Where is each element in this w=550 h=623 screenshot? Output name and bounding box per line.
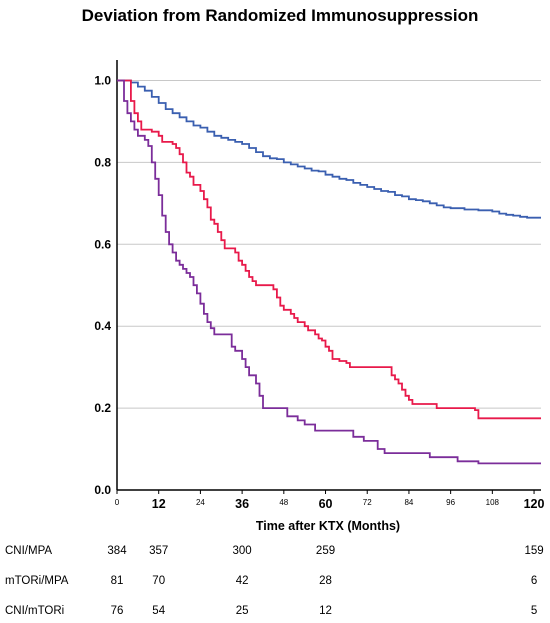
risk-cell: 12 bbox=[319, 605, 332, 617]
risk-cell: 42 bbox=[236, 575, 249, 587]
risk-cell: 259 bbox=[316, 545, 335, 557]
x-tick-label: 24 bbox=[196, 498, 205, 507]
risk-cell: 300 bbox=[233, 545, 252, 557]
x-tick-label: 60 bbox=[319, 497, 333, 511]
risk-cell: 5 bbox=[531, 605, 537, 617]
grid-lines bbox=[117, 79, 541, 409]
x-tick-label: 12 bbox=[152, 497, 166, 511]
risk-row-label: CNI/mTORi bbox=[5, 605, 64, 617]
axes bbox=[116, 60, 541, 494]
series-line-cni_mpa bbox=[117, 79, 541, 219]
risk-cell: 28 bbox=[319, 575, 332, 587]
risk-cell: 76 bbox=[111, 605, 124, 617]
risk-cell: 81 bbox=[111, 575, 124, 587]
risk-cell: 384 bbox=[107, 545, 127, 557]
x-tick-label: 0 bbox=[115, 498, 120, 507]
series-line-cni_mtori bbox=[117, 79, 541, 465]
y-tick-label: 0.8 bbox=[94, 155, 111, 169]
x-tick-label: 72 bbox=[363, 498, 372, 507]
x-tick-label: 36 bbox=[235, 497, 249, 511]
x-tick-label: 48 bbox=[279, 498, 288, 507]
x-tick-label: 108 bbox=[486, 498, 500, 507]
x-tick-labels: 0 12 24 36 48 60 72 84 96 108 120 bbox=[115, 497, 545, 511]
risk-cell: 159 bbox=[524, 545, 543, 557]
risk-cell: 54 bbox=[152, 605, 165, 617]
risk-cell: 357 bbox=[149, 545, 168, 557]
y-tick-label: 0.4 bbox=[94, 319, 111, 333]
series-lines bbox=[117, 79, 541, 465]
risk-cell: 6 bbox=[531, 575, 537, 587]
y-tick-label: 1.0 bbox=[94, 73, 111, 87]
x-tick-label: 84 bbox=[404, 498, 413, 507]
y-tick-labels: 0.0 0.2 0.4 0.6 0.8 1.0 bbox=[94, 73, 111, 497]
y-tick-label: 0.0 bbox=[94, 483, 111, 497]
risk-cell: 25 bbox=[236, 605, 249, 617]
y-tick-label: 0.6 bbox=[94, 237, 111, 251]
x-tick-label: 96 bbox=[446, 498, 455, 507]
y-tick-label: 0.2 bbox=[94, 401, 111, 415]
chart-title: Deviation from Randomized Immunosuppress… bbox=[82, 6, 479, 25]
series-line-mtori_mpa bbox=[117, 79, 541, 420]
x-tick-label: 120 bbox=[524, 497, 545, 511]
x-axis-label: Time after KTX (Months) bbox=[256, 519, 400, 533]
risk-cell: 70 bbox=[152, 575, 165, 587]
risk-row-label: CNI/MPA bbox=[5, 545, 52, 557]
risk-table: CNI/MPA 384 357 300 259 159 mTORi/MPA 81 70 42 28 6… bbox=[5, 545, 544, 617]
risk-row-label: mTORi/MPA bbox=[5, 575, 69, 587]
